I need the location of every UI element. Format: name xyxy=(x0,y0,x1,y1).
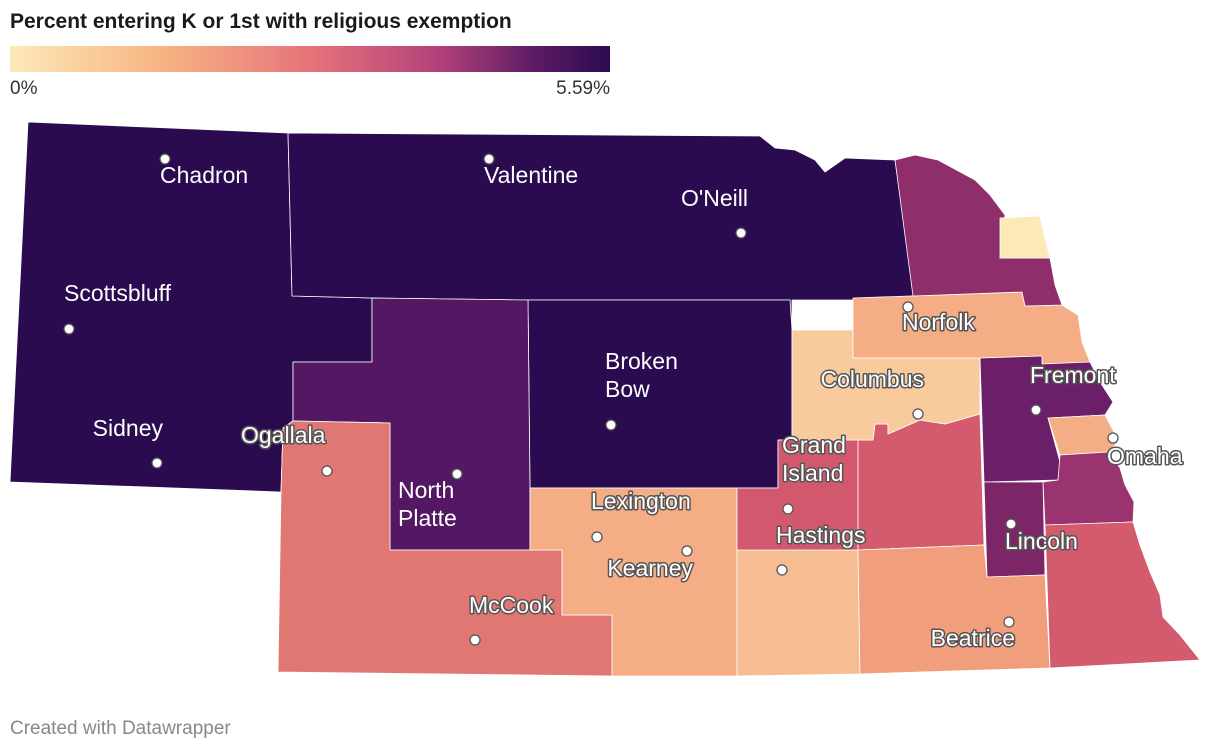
city-label-omaha: Omaha xyxy=(1107,443,1183,469)
city-label-kearney: Kearney xyxy=(607,555,693,581)
cities-layer: Chadron Valentine O'Neill Scottsbluff Sidney… xyxy=(63,153,1184,653)
region-fremont[interactable] xyxy=(979,355,1114,483)
city-marker-beatrice[interactable] xyxy=(1003,616,1015,628)
region-beatrice[interactable] xyxy=(857,544,1051,675)
legend-color-bar xyxy=(10,46,610,72)
city-marker-sidney[interactable] xyxy=(151,457,163,469)
city-marker-scottsbluff[interactable] xyxy=(63,323,75,335)
legend-max-label: 5.59% xyxy=(556,78,610,99)
city-marker-hastings[interactable] xyxy=(776,564,788,576)
city-label-norfolk: Norfolk xyxy=(902,309,975,335)
city-marker-o-neill[interactable] xyxy=(735,227,747,239)
city-label-o-neill: O'Neill xyxy=(681,185,748,211)
city-marker-lexington[interactable] xyxy=(591,531,603,543)
region-sarpy-cass[interactable] xyxy=(1042,451,1135,526)
city-marker-valentine[interactable] xyxy=(483,153,495,165)
region-southeast[interactable] xyxy=(1044,521,1201,669)
map-title: Percent entering K or 1st with religious… xyxy=(10,10,512,33)
city-label-broken-bow: Broken Bow xyxy=(605,348,678,402)
city-marker-lincoln[interactable] xyxy=(1005,518,1017,530)
city-marker-ogallala[interactable] xyxy=(321,465,333,477)
city-marker-columbus[interactable] xyxy=(912,408,924,420)
city-marker-grand-island[interactable] xyxy=(782,503,794,515)
regions-layer xyxy=(9,121,1201,677)
city-marker-north-platte[interactable] xyxy=(451,468,463,480)
city-label-sidney: Sidney xyxy=(93,415,164,441)
city-marker-kearney[interactable] xyxy=(681,545,693,557)
city-label-chadron: Chadron xyxy=(160,162,248,188)
city-label-mccook: McCook xyxy=(469,592,554,618)
city-marker-chadron[interactable] xyxy=(159,153,171,165)
city-marker-broken-bow[interactable] xyxy=(605,419,617,431)
city-label-beatrice: Beatrice xyxy=(931,625,1015,651)
legend-min-label: 0% xyxy=(10,78,38,99)
city-label-scottsbluff: Scottsbluff xyxy=(64,280,172,306)
city-label-ogallala: Ogallala xyxy=(241,422,326,448)
city-marker-norfolk[interactable] xyxy=(902,301,914,313)
city-label-grand-island: Grand Island xyxy=(782,432,846,486)
city-marker-mccook[interactable] xyxy=(469,634,481,646)
city-label-valentine: Valentine xyxy=(484,162,578,188)
city-label-columbus: Columbus xyxy=(820,366,924,392)
region-dakota[interactable] xyxy=(999,215,1051,259)
city-label-lincoln: Lincoln xyxy=(1005,528,1078,554)
city-label-fremont: Fremont xyxy=(1030,362,1116,388)
city-label-north-platte: North Platte xyxy=(398,477,457,531)
city-marker-omaha[interactable] xyxy=(1107,432,1119,444)
city-marker-fremont[interactable] xyxy=(1030,404,1042,416)
footer-credit: Created with Datawrapper xyxy=(10,718,231,739)
region-central-east[interactable] xyxy=(857,413,985,551)
city-label-hastings: Hastings xyxy=(776,522,865,548)
region-hastings[interactable] xyxy=(736,549,861,677)
region-central[interactable] xyxy=(527,299,793,489)
city-label-lexington: Lexington xyxy=(591,488,691,514)
